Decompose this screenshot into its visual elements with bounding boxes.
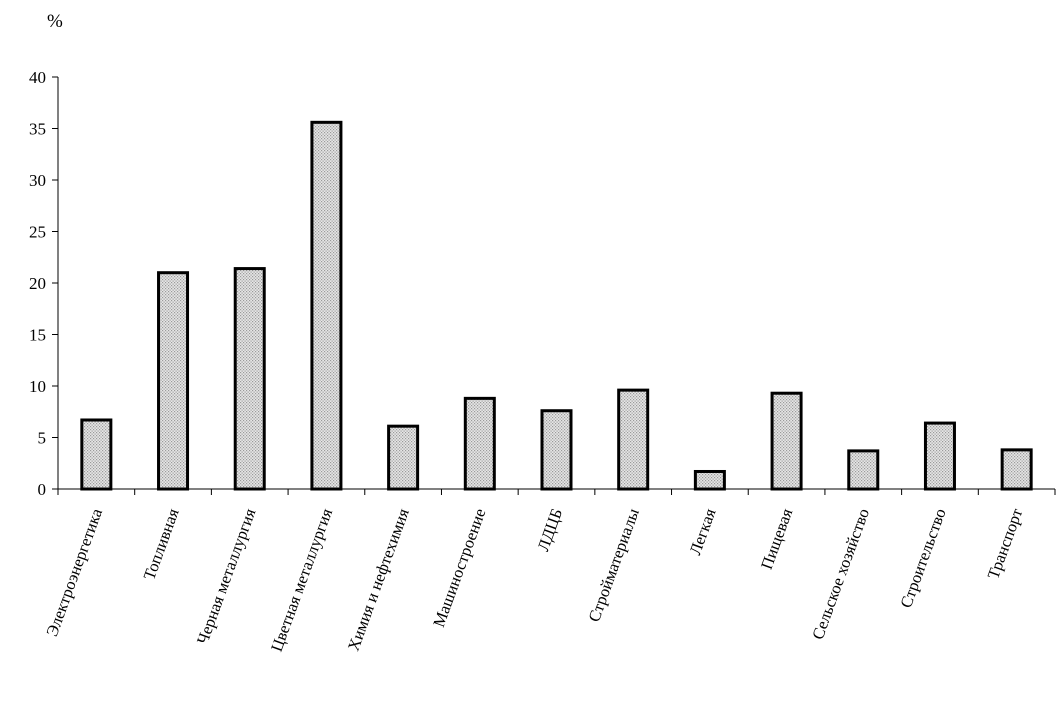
- bar: [770, 391, 803, 491]
- y-tick-label: 30: [29, 171, 46, 190]
- x-category-label: Легкая: [685, 505, 719, 557]
- x-category-label: Сельское хозяйство: [808, 506, 873, 642]
- y-tick-label: 5: [38, 429, 47, 448]
- bar: [80, 418, 113, 491]
- bar: [617, 388, 650, 491]
- y-tick-label: 20: [29, 274, 46, 293]
- bar: [1000, 448, 1033, 491]
- y-axis: 0 5 10 15 20 25 30 35 40: [29, 68, 59, 499]
- x-category-label: Черная металлургия: [193, 505, 260, 646]
- category-labels: Электроэнергетика Топливная Черная металлу…: [42, 505, 1026, 654]
- bar: [693, 469, 726, 491]
- bar: [157, 271, 190, 491]
- x-category-label: Строительство: [896, 506, 950, 611]
- x-category-label: Стройматериалы: [584, 506, 643, 624]
- bar: [387, 424, 420, 491]
- x-category-label: Машиностроение: [429, 506, 490, 630]
- x-category-label: Электроэнергетика: [42, 505, 106, 639]
- x-category-label: Пищевая: [757, 505, 797, 571]
- bar: [847, 449, 880, 491]
- y-tick-label: 0: [38, 480, 47, 499]
- x-category-label: Цветная металлургия: [267, 505, 337, 654]
- x-category-label: ЛДЦБ: [533, 506, 566, 554]
- bar: [463, 396, 496, 491]
- bar: [233, 267, 266, 491]
- x-category-label: Химия и нефтехимия: [344, 505, 413, 653]
- y-unit-label: %: [47, 11, 63, 32]
- bar: [923, 421, 956, 491]
- y-tick-label: 40: [29, 68, 46, 87]
- y-tick-label: 35: [29, 120, 46, 139]
- y-tick-label: 10: [29, 377, 46, 396]
- x-category-label: Транспорт: [983, 506, 1026, 582]
- y-tick-label: 25: [29, 223, 46, 242]
- y-tick-label: 15: [29, 326, 46, 345]
- bars: [80, 120, 1033, 491]
- bar: [310, 120, 343, 491]
- bar: [540, 409, 573, 491]
- x-category-label: Топливная: [139, 505, 182, 582]
